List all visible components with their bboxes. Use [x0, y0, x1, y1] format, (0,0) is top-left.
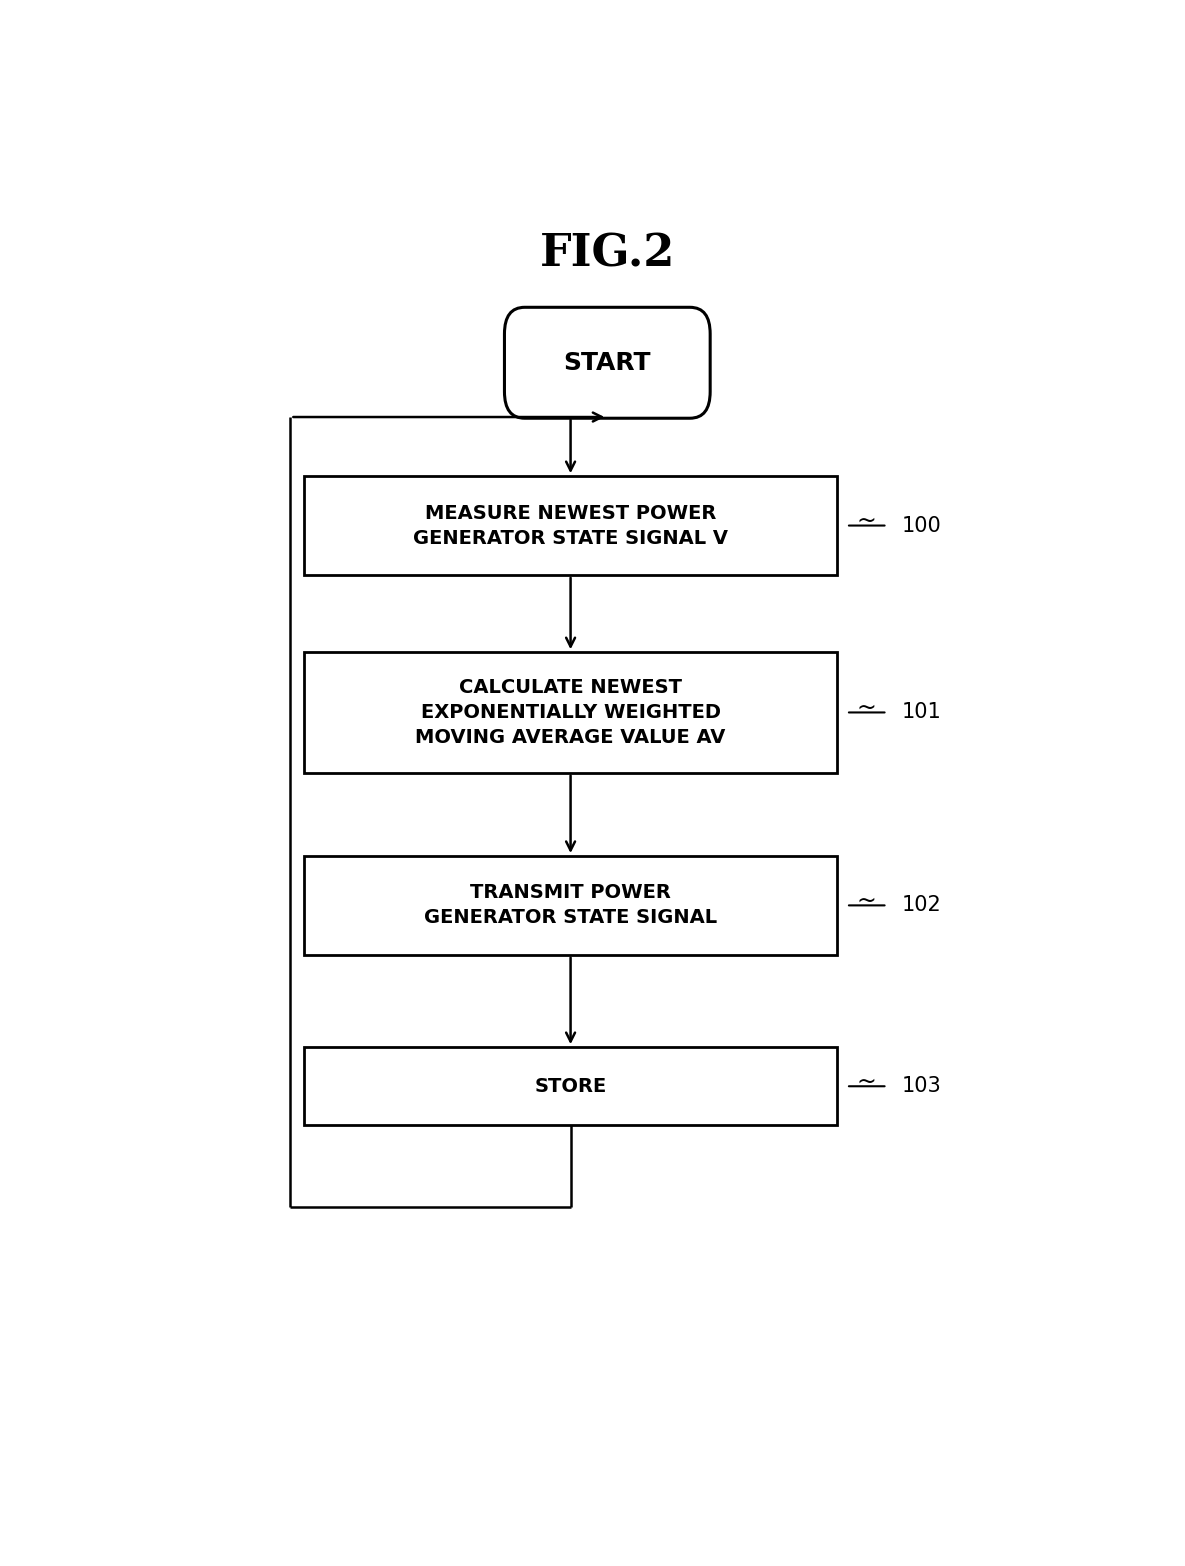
Text: ~: ~ [857, 695, 877, 720]
Text: ~: ~ [857, 888, 877, 913]
Text: ~: ~ [857, 509, 877, 532]
Text: FIG.2: FIG.2 [539, 233, 675, 276]
Text: 100: 100 [902, 515, 941, 536]
Bar [305, 857, 837, 955]
Bar [305, 651, 837, 772]
Text: MEASURE NEWEST POWER
GENERATOR STATE SIGNAL V: MEASURE NEWEST POWER GENERATOR STATE SIG… [414, 504, 728, 548]
Text: 102: 102 [902, 896, 941, 916]
Text: 103: 103 [902, 1076, 941, 1096]
Text: STORE: STORE [534, 1077, 607, 1096]
Text: CALCULATE NEWEST
EXPONENTIALLY WEIGHTED
MOVING AVERAGE VALUE AV: CALCULATE NEWEST EXPONENTIALLY WEIGHTED … [416, 678, 725, 747]
Text: START: START [564, 351, 651, 374]
Bar [305, 476, 837, 575]
Bar [305, 1048, 837, 1126]
Text: 101: 101 [902, 703, 941, 722]
FancyBboxPatch shape [505, 307, 710, 418]
Text: ~: ~ [857, 1070, 877, 1093]
Text: TRANSMIT POWER
GENERATOR STATE SIGNAL: TRANSMIT POWER GENERATOR STATE SIGNAL [424, 883, 717, 927]
